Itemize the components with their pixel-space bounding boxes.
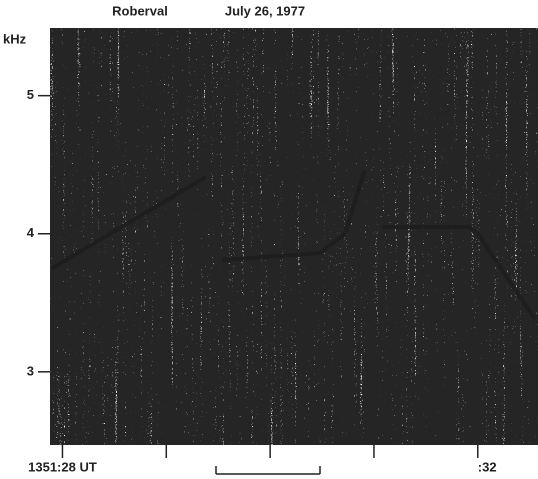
x-tick-label: 1351:28 UT — [28, 459, 97, 474]
trace — [222, 169, 367, 262]
chart-subtitle: July 26, 1977 — [225, 3, 305, 18]
chart-title: Roberval — [112, 3, 168, 18]
noise — [50, 28, 538, 445]
y-axis-label: kHz — [3, 31, 27, 46]
trace — [382, 224, 537, 321]
y-tick-label: 5 — [27, 87, 34, 102]
x-tick-label: :32 — [478, 459, 497, 474]
trace — [51, 175, 207, 270]
scale-bar — [215, 466, 321, 475]
y-tick-label: 3 — [27, 363, 34, 378]
y-tick-label: 4 — [27, 225, 35, 240]
